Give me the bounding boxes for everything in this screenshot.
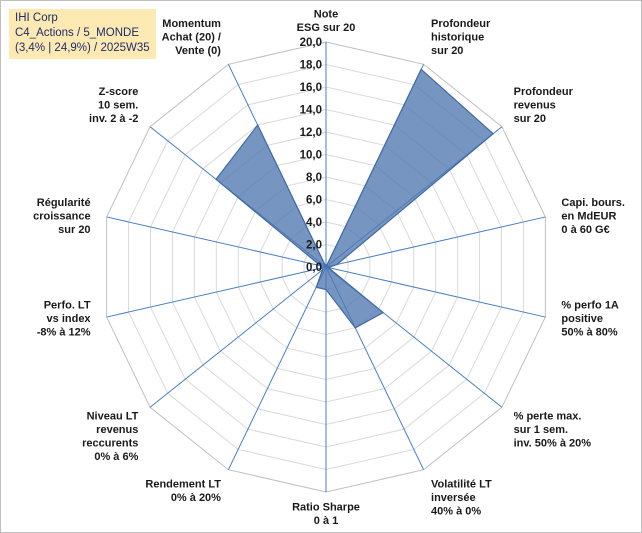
tick-label: 16,0 (300, 82, 322, 94)
axis-label: inversée (431, 492, 476, 504)
axis-spoke (325, 266, 546, 318)
axis-label: 0 à 60 G€ (561, 224, 609, 236)
axis-label: 10 sem. (98, 99, 138, 111)
axis-spoke (227, 266, 327, 470)
tick-label: 10,0 (300, 150, 322, 162)
tick-label: 18,0 (300, 60, 322, 72)
title-universe: C4_Actions / 5_MONDE (15, 27, 139, 39)
axis-label: % perfo 1A (561, 300, 619, 312)
series-area (215, 68, 495, 329)
axis-label: Profondeur (431, 18, 491, 30)
tick-label: 8,0 (306, 172, 322, 184)
axis-label: revenus (514, 99, 556, 111)
axis-label: inv. 50% à 20% (514, 438, 592, 450)
axis-label: 0% à 6% (94, 451, 138, 463)
axis-label: historique (431, 31, 484, 43)
tick-label: 4,0 (306, 217, 322, 229)
axis-label: Volatilité LT (431, 479, 492, 491)
axis-label: reccurents (82, 438, 138, 450)
axis-spoke (149, 266, 327, 408)
axis-label: Niveau LT (87, 411, 139, 423)
axis-label: -8% à 12% (37, 327, 91, 339)
axis-label: positive (561, 313, 603, 325)
axis-label: sur 1 sem. (514, 424, 568, 436)
axis-label: Z-score (99, 86, 139, 98)
axis-label: Momentum (162, 18, 221, 30)
title-period: (3,4% | 24,9%) / 2025W35 (15, 42, 150, 54)
axis-label: Achat (20) / (162, 31, 221, 43)
axis-label: 0% à 20% (171, 492, 221, 504)
axis-label: revenus (96, 424, 138, 436)
axis-label: croissance (33, 210, 90, 222)
axis-label: sur 20 (58, 224, 90, 236)
axis-label: Capi. bours. (561, 197, 625, 209)
axis-label: vs index (47, 313, 92, 325)
axis-label: Perfo. LT (44, 300, 91, 312)
axis-spoke (106, 266, 327, 318)
tick-label: 2,0 (306, 240, 322, 252)
axis-label: Vente (0) (175, 45, 221, 57)
axis-label: ESG sur 20 (297, 22, 356, 34)
axis-label: Ratio Sharpe (292, 502, 360, 514)
axis-label: 0 à 1 (314, 515, 338, 527)
axis-label: 40% à 0% (431, 506, 481, 518)
axis-label: 50% à 80% (561, 327, 617, 339)
axis-label: inv. 2 à -2 (89, 113, 138, 125)
axis-label: % perte max. (514, 411, 582, 423)
tick-label: 12,0 (300, 127, 322, 139)
axis-label: Note (314, 9, 338, 21)
axis-label: sur 20 (514, 113, 546, 125)
axis-label: sur 20 (431, 45, 463, 57)
tick-label: 20,0 (300, 37, 322, 49)
axis-label: Rendement LT (145, 479, 221, 491)
axis-label: en MdEUR (561, 210, 616, 222)
tick-label: 0,0 (306, 262, 322, 274)
axis-label: Profondeur (514, 86, 574, 98)
axis-spoke (106, 216, 327, 268)
axis-label: Régularité (37, 197, 91, 209)
tick-label: 14,0 (300, 105, 322, 117)
chart-title-box: IHI Corp C4_Actions / 5_MONDE (3,4% | 24… (9, 9, 156, 59)
tick-label: 6,0 (306, 195, 322, 207)
axis-spoke (325, 216, 546, 268)
title-company: IHI Corp (15, 12, 58, 24)
